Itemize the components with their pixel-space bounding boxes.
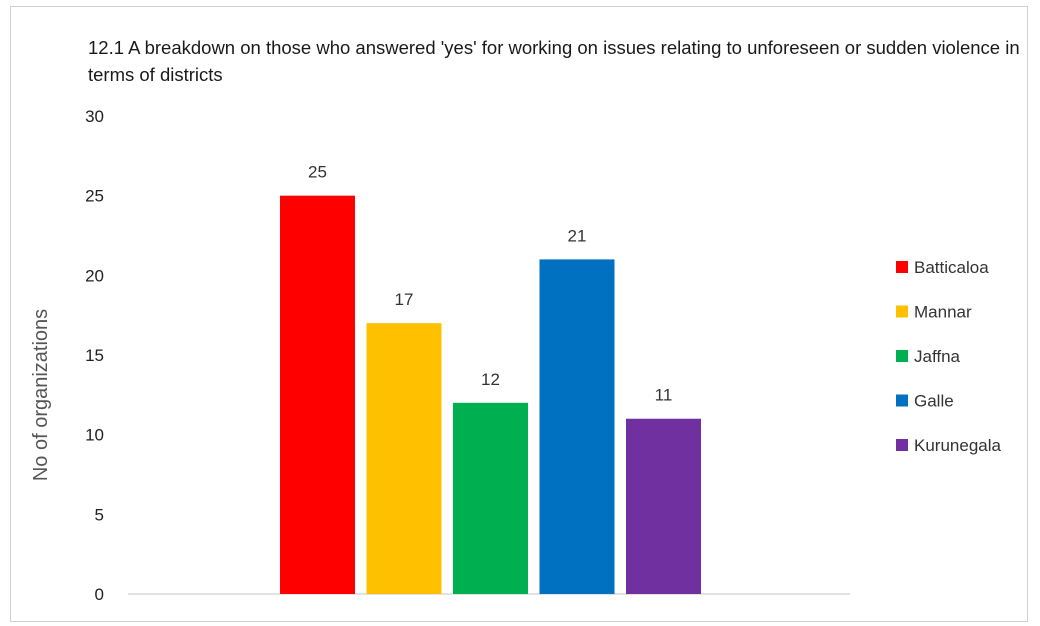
data-labels: 25 17 12 21 11 — [308, 163, 672, 405]
legend-item-galle: Galle — [896, 392, 954, 411]
legend-label: Kurunegala — [914, 436, 1002, 455]
bars — [280, 195, 701, 594]
data-label-batticaloa: 25 — [308, 163, 327, 182]
legend-label: Mannar — [914, 303, 972, 322]
y-axis-label: No of organizations — [30, 309, 52, 481]
data-label-galle: 21 — [568, 226, 587, 245]
legend-swatch — [896, 305, 908, 318]
legend-swatch — [896, 261, 908, 273]
bar-kurunegala — [626, 418, 701, 594]
bar-galle — [539, 259, 615, 594]
legend-swatch — [896, 350, 908, 362]
data-label-kurunegala: 11 — [655, 386, 673, 405]
bar-jaffna — [453, 402, 528, 594]
legend-label: Jaffna — [914, 347, 961, 366]
bar-mannar — [366, 323, 442, 594]
y-tick-label: 25 — [85, 187, 104, 206]
legend-item-batticaloa: Batticaloa — [896, 258, 989, 277]
legend-swatch — [896, 439, 908, 451]
legend-label: Galle — [914, 392, 954, 411]
y-tick-label: 20 — [85, 266, 104, 285]
chart-title: 12.1 A breakdown on those who answered '… — [88, 37, 1020, 85]
y-tick-label: 30 — [85, 107, 104, 126]
y-axis-ticks: 0 5 10 15 20 25 30 — [85, 107, 104, 604]
y-tick-label: 15 — [85, 346, 104, 365]
y-tick-label: 10 — [85, 426, 104, 445]
legend-swatch — [896, 394, 908, 407]
legend-label: Batticaloa — [914, 258, 989, 277]
y-tick-label: 0 — [95, 585, 104, 604]
data-label-jaffna: 12 — [481, 370, 500, 389]
data-label-mannar: 17 — [395, 290, 414, 309]
bar-batticaloa — [280, 195, 355, 594]
y-tick-label: 5 — [95, 505, 104, 524]
legend: Batticaloa Mannar Jaffna Galle Kurunegala — [896, 258, 1002, 455]
legend-item-jaffna: Jaffna — [896, 347, 961, 366]
legend-item-kurunegala: Kurunegala — [896, 436, 1002, 455]
legend-item-mannar: Mannar — [896, 303, 972, 322]
